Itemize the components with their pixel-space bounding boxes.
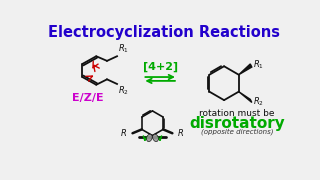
- Text: disrotatory: disrotatory: [189, 116, 285, 131]
- Text: Electrocyclization Reactions: Electrocyclization Reactions: [48, 25, 280, 40]
- Text: $R_1$: $R_1$: [252, 58, 264, 71]
- Polygon shape: [239, 64, 252, 75]
- Text: R: R: [121, 129, 127, 138]
- Text: (opposite directions): (opposite directions): [201, 128, 273, 135]
- Text: E/Z/E: E/Z/E: [72, 93, 103, 103]
- Ellipse shape: [147, 134, 152, 142]
- Text: [4+2]: [4+2]: [143, 61, 178, 72]
- Text: $R_2$: $R_2$: [118, 85, 129, 97]
- Ellipse shape: [153, 134, 158, 142]
- Text: rotation must be: rotation must be: [199, 109, 275, 118]
- Text: $R_2$: $R_2$: [252, 95, 264, 108]
- Polygon shape: [239, 92, 252, 102]
- Text: $R_1$: $R_1$: [118, 43, 129, 55]
- Text: R: R: [178, 129, 184, 138]
